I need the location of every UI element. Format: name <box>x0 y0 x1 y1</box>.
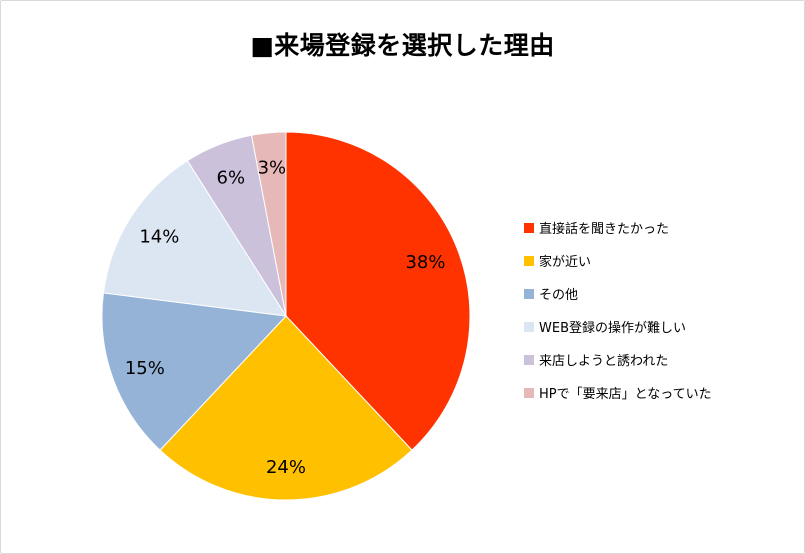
pie-slice-6 <box>250 131 287 317</box>
legend-swatch <box>524 387 534 398</box>
chart-title: ■来場登録を選択した理由 <box>250 31 555 60</box>
data-label-4: 14% <box>139 227 179 248</box>
data-label-1: 38% <box>405 252 445 273</box>
legend-label: 直接話を聞きたかった <box>539 222 670 237</box>
legend-swatch <box>524 321 534 332</box>
chart-legend: 直接話を聞きたかった 家が近いその他 WEB登録の操作が難しい 来店しようと誘われた H… <box>524 211 794 409</box>
legend-item-6: HPで「要来店」となっていた <box>524 376 794 409</box>
pie-slice-3 <box>101 292 288 451</box>
data-label-5: 6% <box>217 168 246 189</box>
legend-label: その他 <box>539 288 579 303</box>
legend-item-3: その他 <box>524 277 794 310</box>
legend-item-2: 家が近い <box>524 244 794 277</box>
pie-slice-4 <box>102 159 287 317</box>
legend-swatch <box>524 222 534 233</box>
legend-item-1: 直接話を聞きたかった <box>524 211 794 244</box>
data-label-6: 3% <box>258 158 287 179</box>
pie-data-labels: 38% 24% 15% 14% 6% 3% <box>125 158 446 478</box>
legend-swatch <box>524 255 534 266</box>
legend-label: 家が近い <box>539 255 592 270</box>
data-label-3: 15% <box>125 358 165 379</box>
legend-item-4: WEB登録の操作が難しい <box>524 310 794 343</box>
pie-slice-1 <box>285 131 471 451</box>
legend-item-5: 来店しようと誘われた <box>524 343 794 376</box>
legend-label: WEB登録の操作が難しい <box>539 321 686 336</box>
legend-swatch <box>524 354 534 365</box>
legend-label: HPで「要来店」となっていた <box>539 387 712 402</box>
pie-slices <box>101 131 471 501</box>
legend-label: 来店しようと誘われた <box>539 354 669 369</box>
legend-swatch <box>524 288 534 299</box>
pie-slice-2 <box>159 315 413 501</box>
data-label-2: 24% <box>266 457 306 478</box>
